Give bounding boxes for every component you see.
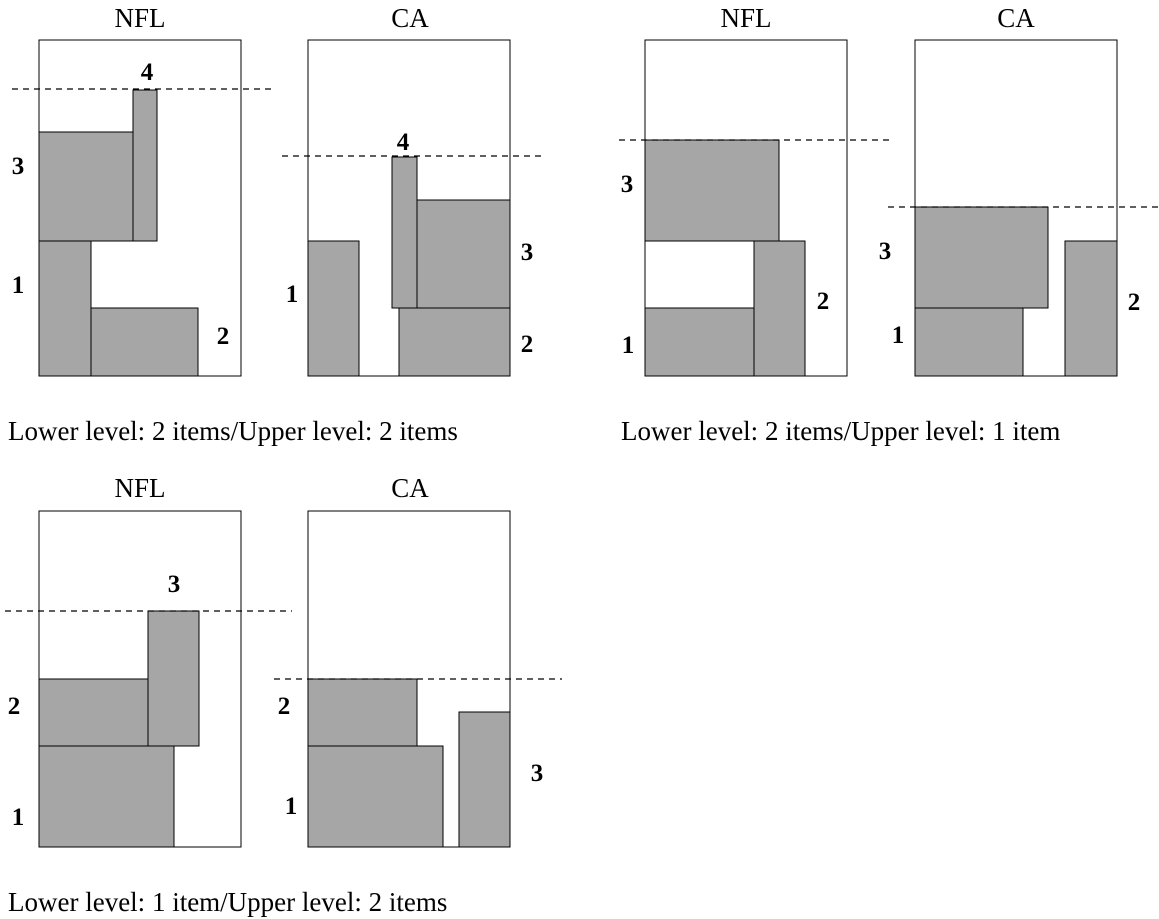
item-2: [398, 307, 511, 377]
panel-lower2-upper2: NFL 1 2 3 4 CA 1 2 3 4 Lower level: 2: [8, 3, 546, 446]
item-label-1: 1: [12, 272, 25, 299]
panel-lower1-upper2: NFL 1 2 3 CA 1 2 3 Lower level: 1 item/U…: [5, 473, 562, 917]
panel-caption: Lower level: 2 items/Upper level: 1 item: [621, 416, 1060, 446]
item-label-3: 3: [879, 238, 892, 265]
bin-ca: CA 1 2 3: [879, 3, 1159, 377]
item-1: [644, 307, 755, 377]
bin-title: NFL: [720, 3, 771, 33]
item-1: [38, 240, 92, 377]
item-4: [391, 156, 418, 309]
item-3: [914, 206, 1049, 309]
item-label-2: 2: [817, 288, 830, 315]
item-label-3: 3: [521, 239, 534, 266]
bin-ca: CA 1 2 3 4: [282, 3, 546, 377]
item-label-4: 4: [141, 59, 154, 86]
panel-caption: Lower level: 1 item/Upper level: 2 items: [8, 887, 447, 917]
bin-title: NFL: [114, 3, 165, 33]
item-2: [753, 240, 806, 377]
item-label-1: 1: [286, 281, 299, 308]
bin-title: CA: [391, 3, 429, 33]
item-label-2: 2: [521, 331, 534, 358]
item-3: [458, 711, 511, 848]
bin-nfl: NFL 1 2 3 4: [12, 3, 276, 377]
item-label-3: 3: [531, 760, 544, 787]
item-2: [307, 678, 418, 747]
item-label-3: 3: [168, 571, 181, 598]
panel-caption: Lower level: 2 items/Upper level: 2 item…: [8, 416, 458, 446]
item-4: [132, 89, 158, 242]
bin-title: CA: [997, 3, 1035, 33]
item-label-2: 2: [1128, 289, 1141, 316]
item-label-4: 4: [397, 129, 410, 156]
item-3: [416, 199, 511, 309]
item-label-3: 3: [621, 171, 634, 198]
item-2: [90, 307, 199, 377]
item-3: [147, 610, 200, 747]
item-1: [307, 745, 444, 848]
item-label-3: 3: [12, 153, 25, 180]
item-label-1: 1: [12, 804, 25, 831]
item-label-2: 2: [8, 693, 21, 720]
item-2: [38, 678, 149, 747]
bin-title: NFL: [114, 473, 165, 503]
item-1: [38, 745, 175, 848]
bin-title: CA: [391, 473, 429, 503]
item-1: [307, 240, 360, 377]
item-label-2: 2: [217, 323, 230, 350]
item-3: [38, 131, 134, 242]
item-1: [914, 307, 1024, 377]
bin-ca: CA 1 2 3: [274, 473, 562, 848]
bin-nfl: NFL 1 2 3: [619, 3, 890, 377]
item-label-1: 1: [622, 332, 635, 359]
panel-lower2-upper1: NFL 1 2 3 CA 1 2 3 Lower level: 2 items/…: [619, 3, 1159, 446]
item-label-2: 2: [278, 693, 291, 720]
item-3: [644, 139, 780, 242]
item-label-1: 1: [285, 793, 298, 820]
item-label-1: 1: [892, 322, 905, 349]
bin-nfl: NFL 1 2 3: [5, 473, 292, 848]
item-2: [1064, 240, 1118, 377]
